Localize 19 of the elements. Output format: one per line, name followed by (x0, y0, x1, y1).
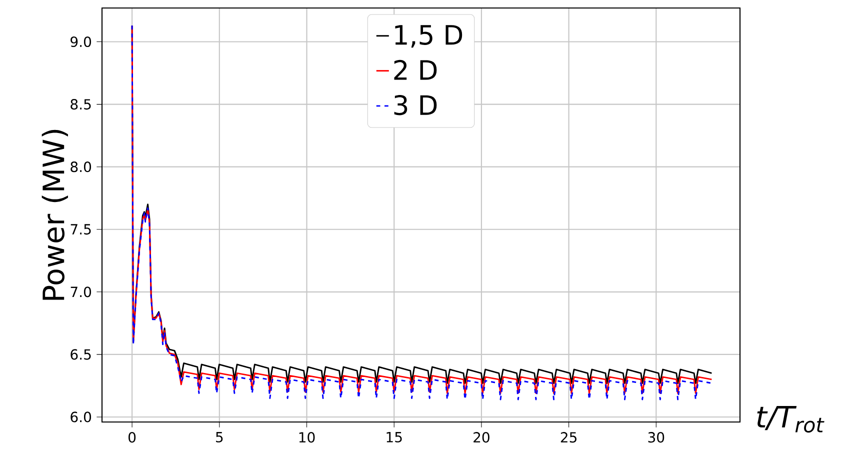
y-tick-label: 6.5 (70, 349, 91, 360)
x-tick-label: 30 (648, 432, 664, 443)
x-tick-label: 15 (386, 432, 402, 442)
x-axis-title: t/T$_{rot}$ (757, 406, 824, 433)
x-tick-label: 5 (216, 432, 223, 442)
y-tick-label: 6.0 (70, 412, 92, 422)
y-tick-label: 7.0 (70, 286, 92, 298)
y-tick-label: 7.5 (70, 224, 91, 235)
x-tick-label: 10 (299, 432, 315, 443)
y-axis-title: Power (MW) (42, 130, 68, 300)
legend-label: 1,5 D (395, 25, 462, 48)
y-tick-label: 9.0 (70, 36, 92, 48)
x-tick-label: 20 (474, 432, 490, 443)
x-tick-label: 25 (560, 432, 576, 443)
legend-label: 3 D (394, 95, 437, 116)
legend-label: 2 D (394, 60, 437, 80)
x-tick-label: 0 (128, 432, 136, 443)
y-tick-label: 8.0 (70, 162, 92, 172)
y-tick-label: 8.5 (70, 99, 91, 110)
